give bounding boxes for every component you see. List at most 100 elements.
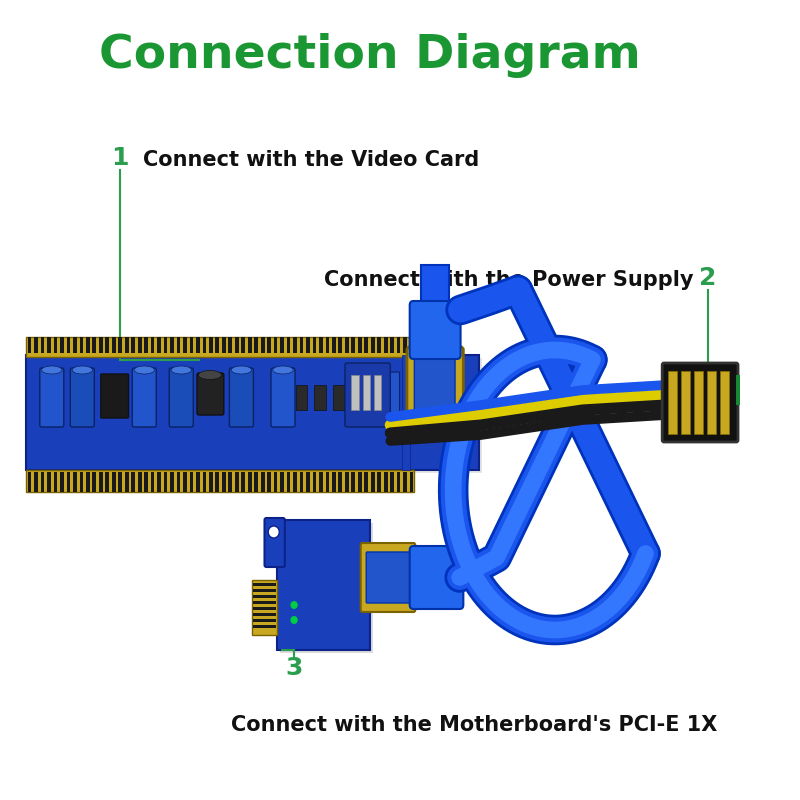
Bar bbox=[150, 472, 154, 492]
Bar bbox=[170, 472, 174, 492]
Circle shape bbox=[290, 601, 298, 609]
Bar bbox=[158, 472, 161, 492]
Bar bbox=[293, 337, 297, 353]
Bar bbox=[235, 337, 238, 353]
Bar bbox=[378, 472, 381, 492]
Bar bbox=[170, 337, 174, 353]
Bar bbox=[254, 472, 258, 492]
Bar bbox=[351, 375, 359, 410]
Bar bbox=[293, 472, 297, 492]
Bar bbox=[384, 472, 387, 492]
Bar bbox=[93, 472, 96, 492]
Bar bbox=[410, 472, 414, 492]
Bar bbox=[254, 589, 276, 592]
Bar bbox=[274, 472, 278, 492]
Bar bbox=[209, 337, 213, 353]
Bar bbox=[306, 337, 310, 353]
Text: Connect with the Video Card: Connect with the Video Card bbox=[143, 150, 480, 170]
Bar bbox=[99, 337, 102, 353]
Bar bbox=[286, 337, 290, 353]
Bar bbox=[345, 337, 349, 353]
Bar bbox=[41, 472, 44, 492]
FancyBboxPatch shape bbox=[170, 368, 194, 427]
Text: 1: 1 bbox=[111, 146, 129, 170]
Bar bbox=[177, 472, 180, 492]
Bar bbox=[222, 337, 226, 353]
Bar bbox=[254, 607, 276, 610]
FancyBboxPatch shape bbox=[230, 368, 254, 427]
Bar bbox=[209, 472, 213, 492]
Bar bbox=[138, 472, 142, 492]
Bar bbox=[358, 337, 362, 353]
Bar bbox=[319, 337, 322, 353]
Bar bbox=[332, 472, 336, 492]
Bar bbox=[202, 472, 206, 492]
Bar bbox=[29, 358, 482, 473]
Bar bbox=[26, 470, 414, 492]
Circle shape bbox=[290, 616, 298, 624]
Bar bbox=[397, 472, 401, 492]
Bar bbox=[254, 625, 276, 628]
Bar bbox=[235, 472, 238, 492]
FancyBboxPatch shape bbox=[361, 543, 415, 612]
Bar bbox=[28, 337, 31, 353]
Bar bbox=[131, 337, 135, 353]
Bar bbox=[248, 472, 251, 492]
Bar bbox=[254, 601, 276, 604]
Bar bbox=[351, 337, 355, 353]
Bar bbox=[158, 337, 161, 353]
Bar bbox=[54, 337, 58, 353]
Bar bbox=[254, 595, 276, 598]
FancyBboxPatch shape bbox=[345, 363, 390, 427]
Ellipse shape bbox=[231, 366, 251, 374]
Bar bbox=[125, 472, 129, 492]
Bar bbox=[106, 472, 109, 492]
Bar bbox=[278, 520, 370, 650]
Bar bbox=[41, 337, 44, 353]
Ellipse shape bbox=[42, 366, 62, 374]
FancyBboxPatch shape bbox=[410, 546, 463, 609]
Bar bbox=[60, 472, 64, 492]
Bar bbox=[248, 337, 251, 353]
Bar bbox=[47, 472, 51, 492]
Bar bbox=[73, 337, 77, 353]
Bar bbox=[254, 619, 276, 622]
Bar bbox=[202, 337, 206, 353]
Bar bbox=[403, 472, 407, 492]
Bar bbox=[28, 472, 31, 492]
Bar bbox=[125, 337, 129, 353]
Bar bbox=[280, 523, 373, 653]
Bar bbox=[254, 583, 276, 586]
Bar bbox=[242, 337, 245, 353]
Bar bbox=[736, 375, 743, 405]
Bar bbox=[26, 337, 414, 357]
Bar bbox=[144, 337, 148, 353]
FancyBboxPatch shape bbox=[70, 368, 94, 427]
Bar bbox=[242, 472, 245, 492]
Bar bbox=[79, 472, 83, 492]
Bar bbox=[374, 375, 381, 410]
Bar bbox=[280, 472, 284, 492]
FancyBboxPatch shape bbox=[383, 372, 399, 414]
FancyBboxPatch shape bbox=[271, 368, 295, 427]
Ellipse shape bbox=[273, 366, 293, 374]
Text: Connect with the Motherboard's PCI-E 1X: Connect with the Motherboard's PCI-E 1X bbox=[231, 715, 718, 735]
Bar bbox=[261, 472, 265, 492]
FancyBboxPatch shape bbox=[366, 552, 410, 603]
Bar bbox=[378, 337, 381, 353]
Bar bbox=[229, 472, 232, 492]
Bar bbox=[397, 337, 401, 353]
Bar bbox=[66, 337, 70, 353]
Bar bbox=[410, 337, 414, 353]
Text: 3: 3 bbox=[286, 656, 302, 680]
FancyBboxPatch shape bbox=[407, 347, 463, 428]
Bar bbox=[403, 337, 407, 353]
Bar bbox=[267, 472, 271, 492]
Bar bbox=[144, 472, 148, 492]
FancyBboxPatch shape bbox=[40, 368, 64, 427]
FancyBboxPatch shape bbox=[662, 363, 738, 442]
Bar bbox=[306, 472, 310, 492]
Text: Connect with the Power Supply: Connect with the Power Supply bbox=[324, 270, 694, 290]
Ellipse shape bbox=[134, 366, 154, 374]
Bar bbox=[706, 371, 716, 434]
